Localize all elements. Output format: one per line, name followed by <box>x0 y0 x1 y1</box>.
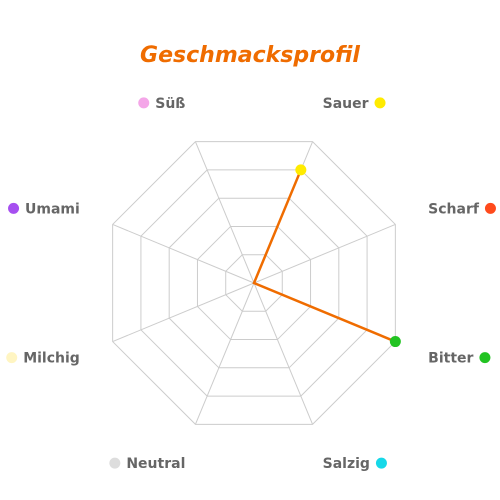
series-area-0 <box>252 169 396 343</box>
axis-label-group-2: Scharf <box>428 201 496 217</box>
legend-dot-0 <box>138 97 150 109</box>
legend-dot-3 <box>479 352 491 364</box>
spoke-5 <box>194 282 255 425</box>
axis-label: Sauer <box>323 96 369 112</box>
chart-title: Geschmacksprofil <box>140 43 360 68</box>
legend-dot-1 <box>374 97 386 109</box>
axis-label-group-6: Milchig <box>6 351 80 367</box>
spoke-2 <box>253 223 396 284</box>
axis-label-group-7: Umami <box>8 201 80 217</box>
axis-label: Milchig <box>23 351 80 367</box>
axis-label: Salzig <box>323 456 370 472</box>
axis-labels: Süß Sauer Scharf Bitter Salzig Neutral Milchig… <box>6 96 496 472</box>
legend-dot-5 <box>109 457 121 469</box>
radar-grid <box>112 141 396 425</box>
axis-label-group-0: Süß <box>138 96 185 112</box>
data-point-1 <box>295 164 307 176</box>
axis-label-group-3: Bitter <box>428 351 491 367</box>
axis-label: Umami <box>25 201 80 217</box>
axis-label: Scharf <box>428 201 480 217</box>
axis-label: Neutral <box>126 456 185 472</box>
spoke-7 <box>112 223 255 284</box>
axis-label: Bitter <box>428 351 473 367</box>
axis-label-group-4: Salzig <box>323 456 387 472</box>
legend-dot-2 <box>484 202 496 214</box>
legend-dot-7 <box>8 202 20 214</box>
legend-dot-6 <box>6 352 18 364</box>
axis-label-group-1: Sauer <box>323 96 386 112</box>
spoke-6 <box>112 282 255 343</box>
axis-label-group-5: Neutral <box>109 456 185 472</box>
axis-label: Süß <box>155 96 185 112</box>
legend-dot-4 <box>375 457 387 469</box>
radar-series <box>252 164 401 348</box>
data-point-3 <box>389 336 401 348</box>
spoke-4 <box>253 282 314 425</box>
spoke-0 <box>194 141 255 284</box>
